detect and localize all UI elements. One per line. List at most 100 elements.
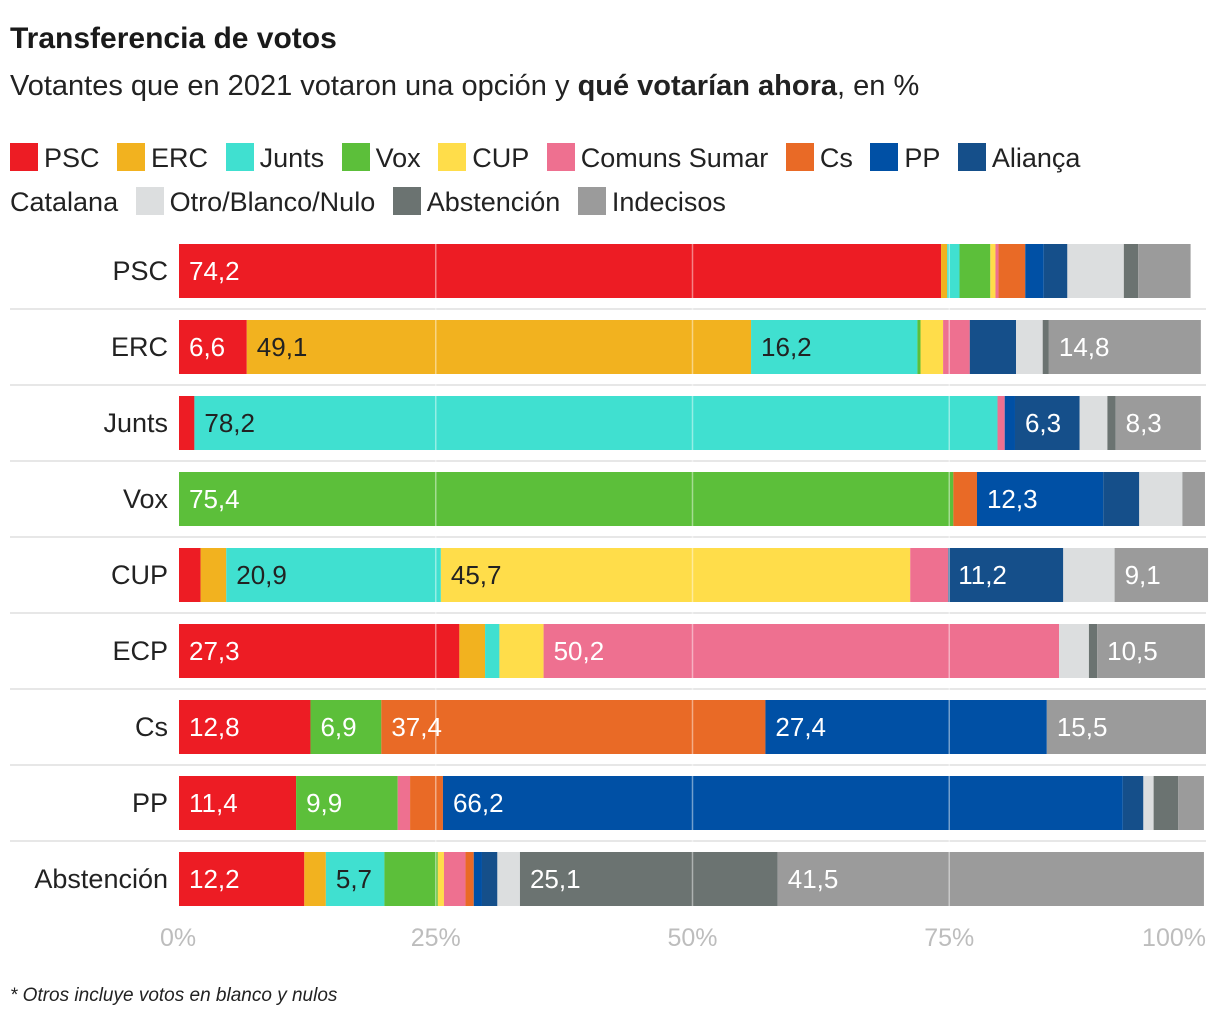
legend-label: Cs [819,143,853,173]
bars-group [179,244,1209,906]
stacked-bar-chart: PSC ERC Junts Vox CUP ECP Cs PP Abstención 0% 25% 5… [10,244,1209,952]
bar-psc-comuns-sumar [995,244,999,298]
subtitle-text: Votantes que en 2021 votaron una opción … [10,70,578,102]
data-label: 12,3 [987,484,1038,514]
legend-label: Abstención [426,187,561,217]
bar-junts-junts [194,396,998,450]
legend-swatch [10,143,38,171]
legend-label: Aliança Catalana [10,143,1081,217]
bar-abstencion-abstencion [519,852,778,906]
legend-item-comuns-sumar: Comuns Sumar [546,143,769,173]
legend-label: CUP [472,143,530,173]
bar-abstencion-vox [384,852,438,906]
legend-item-psc: PSC [10,143,100,173]
bar-junts-indecisos [1115,396,1201,450]
legend-swatch [957,143,986,171]
bar-abstencion-erc [304,852,326,906]
bar-ecp-comuns-sumar [543,624,1060,678]
bar-junts-abstencion [1107,396,1116,450]
category-label-ecp: ECP [112,636,168,666]
bar-pp-indecisos [1178,776,1204,830]
bar-abstencion-alianca-catalana [481,852,498,906]
bar-pp-abstencion [1153,776,1179,830]
legend-item-indecisos: Indecisos [577,187,726,217]
bar-cup-indecisos [1114,548,1209,602]
x-tick-label: 0% [160,924,196,952]
bar-junts-alianca-catalana [1014,396,1080,450]
bar-cup-cup [440,548,911,602]
bar-erc-psc [179,320,247,374]
bar-erc-vox [917,320,921,374]
bar-psc-cup [990,244,996,298]
bar-psc-psc [179,244,942,298]
bar-psc-indecisos [1138,244,1191,298]
legend-label: Comuns Sumar [580,143,769,173]
legend-label: Otro/Blanco/Nulo [169,187,376,217]
bar-erc-cup [920,320,944,374]
bar-abstencion-comuns-sumar [443,852,466,906]
legend-label: ERC [151,143,209,173]
legend-swatch [870,143,899,171]
bar-erc-junts [751,320,918,374]
legend-item-erc: ERC [117,143,208,173]
x-tick-label: 75% [924,924,974,952]
bar-psc-erc [941,244,948,298]
bar-cs-cs [381,700,766,754]
data-label: 50,2 [554,636,605,666]
category-label-cup: CUP [111,560,168,590]
data-label: 9,1 [1125,560,1161,590]
bar-vox-vox [179,472,954,526]
data-label: 16,2 [761,332,812,362]
data-label: 49,1 [257,332,308,362]
legend-swatch [341,143,370,171]
bar-abstencion-psc [179,852,305,906]
bar-pp-alianca-catalana [1122,776,1144,830]
footnote: * Otros incluye votos en blanco y nulos [10,985,338,1006]
subtitle-suffix: , en % [837,70,920,102]
bar-psc-cs [998,244,1026,298]
subtitle-bold-text: qué votarían ahora [577,70,838,102]
legend-swatch [225,143,254,171]
bar-abstencion-indecisos [777,852,1204,906]
bar-vox-otro-blanco-nulo [1139,472,1183,526]
legend-label: PSC [44,143,100,173]
data-label: 11,2 [958,560,1007,590]
bar-erc-indecisos [1048,320,1201,374]
legend-item-vox: Vox [341,143,421,173]
category-label-erc: ERC [111,332,168,362]
data-label: 25,1 [530,864,581,894]
data-label: 10,5 [1107,636,1158,666]
category-label-junts: Junts [103,408,168,438]
data-label: 9,9 [306,788,342,818]
data-label: 8,3 [1126,408,1162,438]
bar-junts-psc [179,396,195,450]
bar-psc-alianca-catalana [1043,244,1068,298]
bar-ecp-psc [179,624,460,678]
chart-legend: PSC ERC Junts Vox CUP Comuns Sumar Cs PP… [10,136,1205,224]
category-label-cs: Cs [135,712,168,742]
bar-pp-pp [442,776,1123,830]
x-tick-label: 25% [411,924,461,952]
legend-item-cs: Cs [785,143,853,173]
legend-swatch [438,143,467,171]
bar-erc-erc [246,320,752,374]
data-label: 14,8 [1059,332,1110,362]
legend-swatch [135,187,164,215]
chart-subtitle: Votantes que en 2021 votaron una opción … [10,70,919,103]
legend-swatch [546,143,575,171]
data-label: 12,2 [189,864,240,894]
bar-junts-comuns-sumar [997,396,1005,450]
bar-pp-otro-blanco-nulo [1143,776,1154,830]
bar-cs-indecisos [1046,700,1206,754]
bar-ecp-otro-blanco-nulo [1059,624,1089,678]
legend-label: Junts [259,143,325,173]
legend-swatch [117,143,146,171]
bar-pp-psc [179,776,297,830]
bar-junts-otro-blanco-nulo [1079,396,1108,450]
bar-cup-psc [179,548,201,602]
data-label: 20,9 [236,560,287,590]
legend-item-junts: Junts [225,143,325,173]
bar-pp-vox [296,776,398,830]
data-label: 12,8 [189,712,240,742]
bar-erc-comuns-sumar [943,320,970,374]
